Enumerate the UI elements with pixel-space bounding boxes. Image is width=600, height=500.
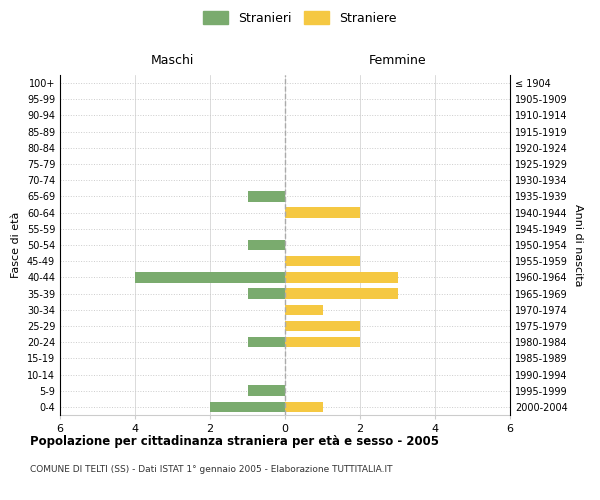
Text: COMUNE DI TELTI (SS) - Dati ISTAT 1° gennaio 2005 - Elaborazione TUTTITALIA.IT: COMUNE DI TELTI (SS) - Dati ISTAT 1° gen… — [30, 465, 392, 474]
Text: Popolazione per cittadinanza straniera per età e sesso - 2005: Popolazione per cittadinanza straniera p… — [30, 435, 439, 448]
Text: Femmine: Femmine — [368, 54, 427, 68]
Bar — [285, 288, 398, 299]
Bar — [285, 208, 360, 218]
Y-axis label: Anni di nascita: Anni di nascita — [573, 204, 583, 286]
Bar — [248, 337, 285, 347]
Bar — [248, 386, 285, 396]
Text: Maschi: Maschi — [151, 54, 194, 68]
Bar — [285, 402, 323, 412]
Bar — [285, 320, 360, 331]
Bar — [285, 304, 323, 315]
Bar — [248, 191, 285, 202]
Bar — [210, 402, 285, 412]
Bar — [248, 288, 285, 299]
Y-axis label: Fasce di età: Fasce di età — [11, 212, 21, 278]
Bar — [285, 337, 360, 347]
Bar — [285, 256, 360, 266]
Bar — [135, 272, 285, 282]
Bar — [285, 272, 398, 282]
Bar — [248, 240, 285, 250]
Legend: Stranieri, Straniere: Stranieri, Straniere — [198, 6, 402, 30]
